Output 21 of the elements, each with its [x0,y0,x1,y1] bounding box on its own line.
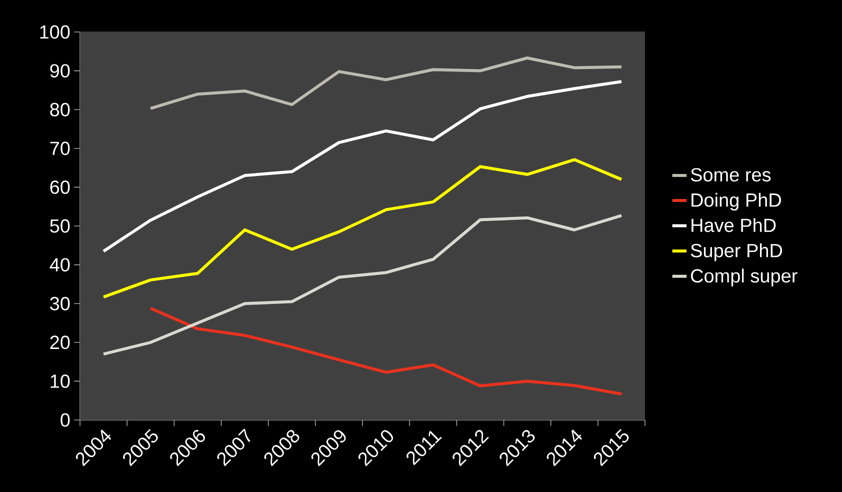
y-tick-label: 20 [50,336,70,350]
y-tick-label: 10 [50,374,70,388]
y-tick-label: 90 [50,64,70,78]
legend-label: Some res [690,168,771,182]
line-series [149,306,623,396]
y-tick-label: 50 [50,219,70,233]
legend-label: Doing PhD [692,192,781,211]
y-tick-label: 80 [50,102,70,116]
y-tick-label: 60 [50,180,70,194]
y-tick-label: 40 [50,258,70,272]
y-tick-label: 0 [60,413,70,427]
legend-label: Compl super [690,268,798,286]
legend-label: Have PhD [692,218,776,232]
y-tick-label: 100 [40,25,70,39]
line-series [102,158,623,298]
y-tick-label: 70 [50,142,70,156]
legend-label: Super PhD [690,243,782,262]
y-tick-label: 30 [50,296,70,310]
line-series [102,214,623,356]
line-series [102,80,623,253]
line-series [149,56,623,110]
